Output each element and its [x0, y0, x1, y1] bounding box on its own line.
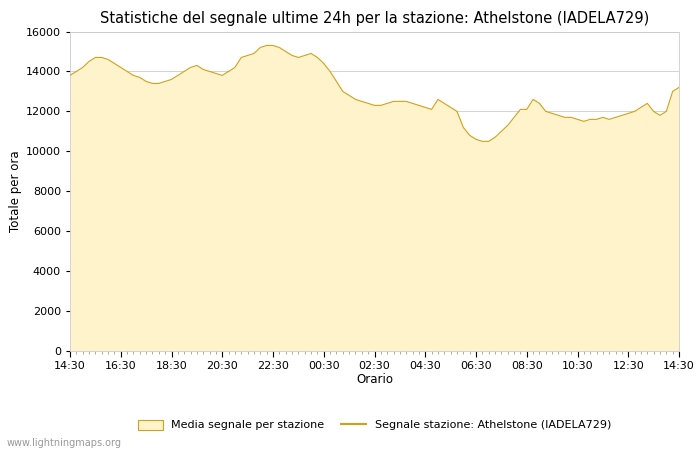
Legend: Media segnale per stazione, Segnale stazione: Athelstone (IADELA729): Media segnale per stazione, Segnale staz… — [134, 415, 615, 435]
Text: www.lightningmaps.org: www.lightningmaps.org — [7, 438, 122, 448]
Y-axis label: Totale per ora: Totale per ora — [8, 150, 22, 232]
Title: Statistiche del segnale ultime 24h per la stazione: Athelstone (IADELA729): Statistiche del segnale ultime 24h per l… — [100, 11, 649, 26]
X-axis label: Orario: Orario — [356, 373, 393, 386]
